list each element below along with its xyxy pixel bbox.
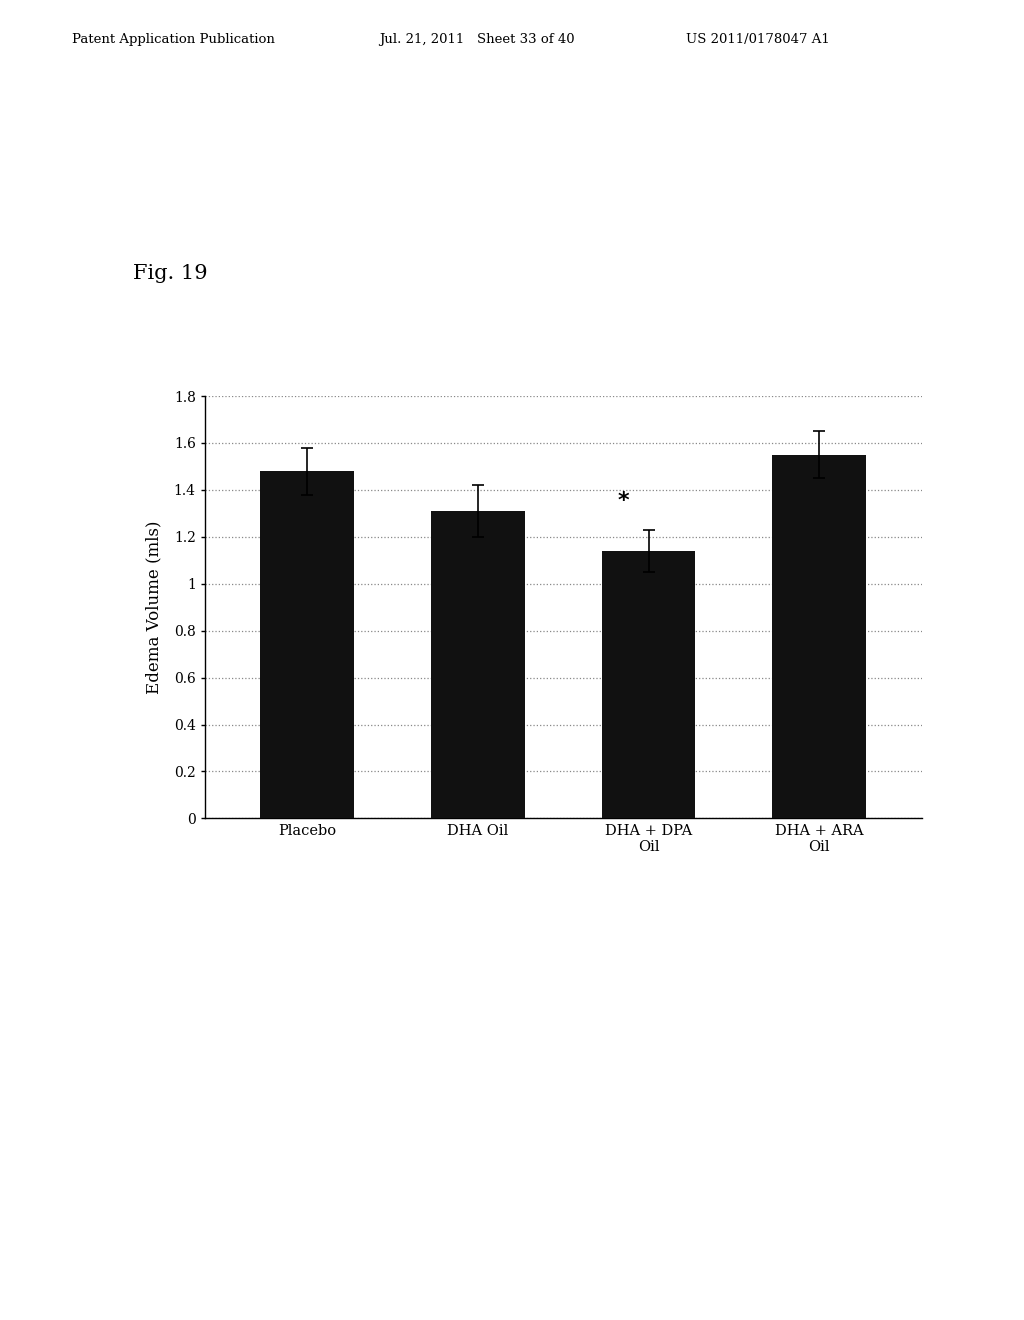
Bar [601,550,695,818]
Text: Fig. 19: Fig. 19 [133,264,208,282]
Text: *: * [617,491,629,511]
Bar [431,511,524,818]
Text: Patent Application Publication: Patent Application Publication [72,33,274,46]
Y-axis label: Edema Volume (mls): Edema Volume (mls) [145,520,163,694]
Bar [772,454,866,818]
Text: US 2011/0178047 A1: US 2011/0178047 A1 [686,33,829,46]
Text: Jul. 21, 2011   Sheet 33 of 40: Jul. 21, 2011 Sheet 33 of 40 [379,33,574,46]
Bar [260,471,354,818]
